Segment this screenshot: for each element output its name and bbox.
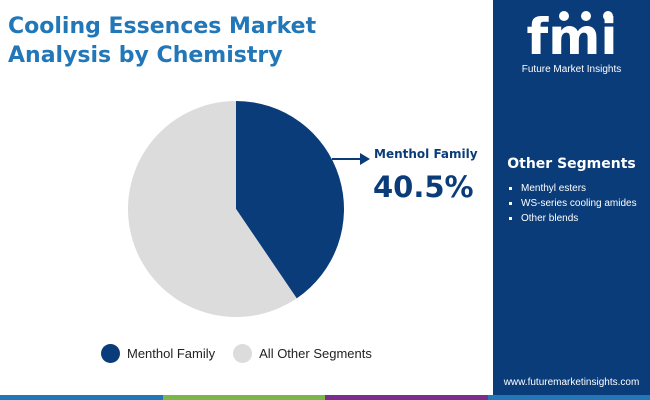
fmi-logo: fmi Future Market Insights <box>493 8 650 78</box>
callout-label: Menthol Family <box>374 147 478 161</box>
chart-title-line-2: Analysis by Chemistry <box>8 43 283 68</box>
callout-value: 40.5% <box>373 170 474 204</box>
pie-chart <box>128 101 370 317</box>
brand-name: Future Market Insights <box>521 64 622 75</box>
legend-item-menthol-family: Menthol Family <box>101 343 216 363</box>
sidebar: fmi Future Market Insights Other Segment… <box>493 0 650 395</box>
legend-swatch-all-other-segments <box>233 343 253 363</box>
legend-label-all-other-segments: All Other Segments <box>259 345 372 361</box>
fmi-logo-text: fmi <box>527 8 618 60</box>
other-segments-title: Other Segments <box>507 156 636 172</box>
bottom-bar-segment <box>0 395 163 400</box>
segment-item: Menthyl esters <box>507 183 647 195</box>
legend-item-all-other-segments: All Other Segments <box>233 343 372 363</box>
pie-slice-menthol-family <box>236 101 345 299</box>
legend: Menthol Family All Other Segments <box>101 343 390 363</box>
chart-title: Cooling Essences Market Analysis by Chem… <box>8 12 488 70</box>
segment-item: Other blends <box>507 213 647 225</box>
other-segments-list: Menthyl esters WS-series cooling amides … <box>507 183 647 228</box>
bottom-color-bar <box>0 395 650 400</box>
bottom-bar-segment <box>487 395 650 400</box>
callout-arrow-head <box>360 153 370 165</box>
legend-swatch-menthol-family <box>101 343 120 363</box>
fmi-logo-mark: fmi <box>527 8 618 60</box>
website-url[interactable]: www.futuremarketinsights.com <box>503 377 640 388</box>
legend-label-menthol-family: Menthol Family <box>127 345 216 361</box>
segment-item: WS-series cooling amides <box>507 198 647 210</box>
bottom-bar-segment <box>162 395 325 400</box>
chart-title-line-1: Cooling Essences Market <box>8 14 317 39</box>
pie-slice-all-other-segments <box>128 101 297 317</box>
bottom-bar-segment <box>325 395 488 400</box>
